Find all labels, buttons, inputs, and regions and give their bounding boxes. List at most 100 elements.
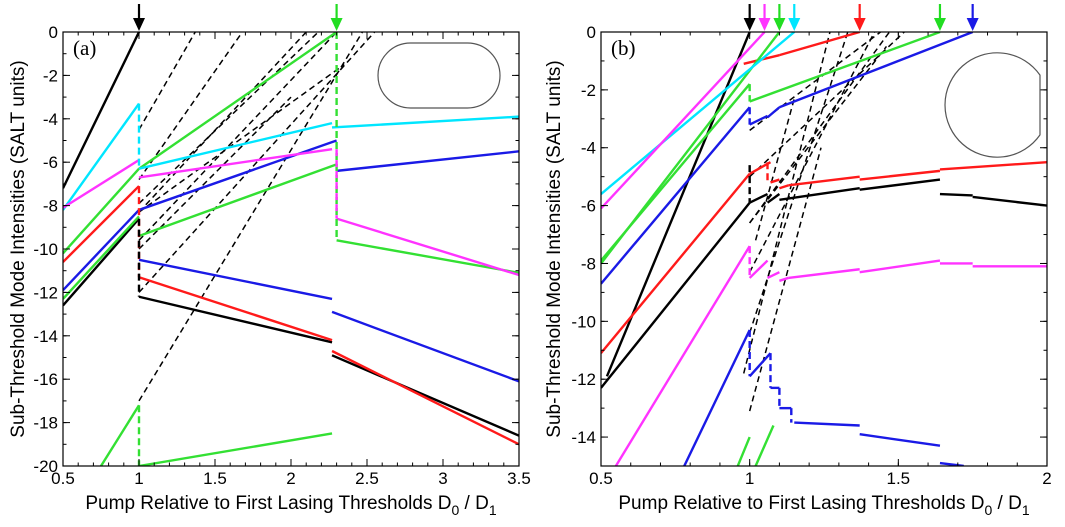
series-segment [859, 259, 941, 274]
cavity-shape-icon [944, 52, 1041, 158]
threshold-arrow [788, 4, 801, 31]
panel-b: 0.5 1 1.5 2 0 -2 -4 -6 -8 -10 -12 -14 (b) Pump Relati… [544, 4, 1052, 518]
x-tick-label: 2.5 [355, 469, 379, 488]
dashed-trajectory-line [748, 32, 849, 334]
threshold-arrow [758, 4, 771, 31]
panel-a: 0.5 1 1.5 2 2.5 3 3.5 0 -2 -4 -6 -8 -10 -12 -14 -16 -18 -… [8, 4, 531, 518]
threshold-arrow [966, 4, 979, 31]
series-segment [63, 217, 140, 307]
threshold-arrow [933, 4, 946, 31]
threshold-arrow [133, 4, 145, 31]
x-axis-label: Pump Relative to First Lasing Thresholds… [85, 493, 496, 518]
dashed-trajectory-line [138, 32, 319, 204]
y-tick-label: -4 [43, 110, 58, 129]
x-tick-label: 1 [745, 469, 754, 488]
dashed-trajectory-line [754, 98, 795, 241]
series-segment [749, 32, 941, 103]
y-tick-label: -14 [33, 327, 58, 346]
series-segment [63, 159, 140, 209]
series-segment [601, 32, 766, 210]
series-segment [601, 201, 751, 389]
series-segment [63, 102, 140, 211]
plot-area [601, 32, 1047, 466]
series-segment [683, 329, 751, 466]
series-segment [138, 147, 333, 179]
dashed-trajectory-line [138, 32, 307, 213]
series-segment [788, 268, 860, 280]
series-segment [601, 106, 751, 285]
series-segment [778, 32, 974, 109]
plot-frame [600, 31, 1048, 467]
plot-frame [62, 31, 520, 467]
x-tick-label: 2 [1042, 469, 1051, 488]
series-segment [779, 187, 860, 202]
x-tick-label: 3 [438, 469, 447, 488]
panel-label: (b) [611, 36, 636, 60]
series-segment [138, 295, 333, 344]
series-segment [63, 215, 140, 300]
panel-label: (a) [73, 36, 96, 60]
series-segment [138, 32, 338, 170]
series-segment [754, 425, 775, 466]
series-segment [331, 349, 519, 446]
x-tick-label: 1 [134, 469, 143, 488]
series-segment [99, 404, 141, 466]
series-segment [138, 432, 333, 466]
series-segment [748, 259, 769, 279]
threshold-arrow [330, 4, 343, 31]
y-tick-label: -2 [43, 66, 58, 85]
y-axis-label: Sub-Threshold Mode Intensities (SALT uni… [544, 60, 565, 437]
series-segment [331, 310, 519, 383]
series-segment [939, 192, 973, 197]
series-segment [779, 276, 789, 282]
series-segment [766, 193, 781, 204]
dashed-trajectory-line [742, 32, 831, 374]
series-segment [736, 436, 751, 466]
threshold-arrow [853, 4, 866, 31]
series-segment [331, 354, 519, 437]
x-tick-label: 0.5 [51, 469, 75, 488]
series-segment [605, 32, 751, 377]
series-segment [336, 239, 519, 275]
dashed-trajectory-line [138, 96, 292, 250]
y-tick-label: -12 [33, 283, 58, 302]
y-tick-label: -8 [581, 254, 596, 273]
dashed-trajectory-line [749, 46, 888, 224]
series-segment [770, 178, 780, 184]
series-segment [336, 217, 519, 277]
y-tick-label: -14 [571, 428, 596, 447]
dashed-trajectory-line [138, 32, 243, 180]
dashed-trajectory-line [749, 32, 881, 131]
dashed-trajectory-line [749, 32, 876, 273]
dashed-trajectory-line [138, 32, 196, 131]
y-tick-label: 0 [49, 23, 58, 42]
series-segment [794, 421, 860, 427]
series-segment [939, 161, 1047, 171]
series-segment [859, 178, 941, 191]
y-tick-label: -4 [581, 139, 596, 158]
plot-area [63, 32, 519, 466]
series-segment [601, 173, 751, 354]
series-segment [138, 121, 333, 170]
series-segment [138, 163, 338, 238]
threshold-arrow [743, 4, 756, 31]
series-segment [972, 195, 1047, 207]
y-tick-label: -10 [33, 240, 58, 259]
series-segment [138, 139, 337, 212]
series-segment [749, 192, 769, 204]
series-segment [748, 352, 772, 378]
series-segment [749, 114, 769, 126]
series-segment [331, 115, 519, 129]
y-tick-label: 0 [587, 23, 596, 42]
x-tick-label: 1.5 [887, 469, 911, 488]
x-tick-label: 1.5 [203, 469, 227, 488]
y-tick-label: -18 [33, 414, 58, 433]
series-segment [859, 169, 941, 181]
y-tick-label: -16 [33, 370, 58, 389]
y-tick-label: -2 [581, 81, 596, 100]
dashed-trajectory-line [138, 32, 364, 402]
y-tick-label: -12 [571, 370, 596, 389]
dashed-trajectory-line [748, 147, 822, 412]
series-segment [138, 258, 333, 301]
